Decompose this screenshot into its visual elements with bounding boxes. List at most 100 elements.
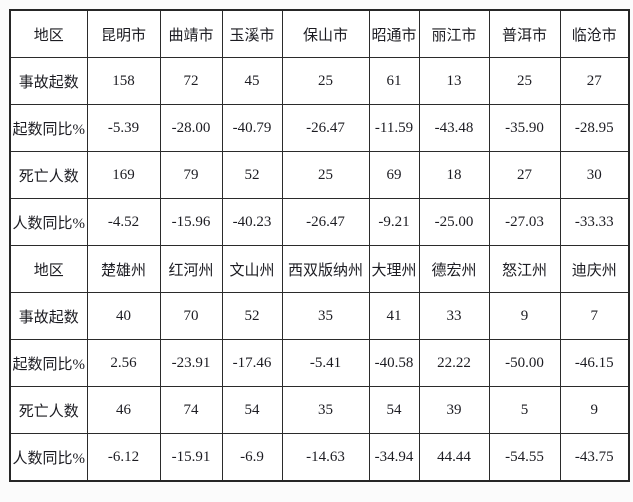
region-header-cell: 西双版纳州 xyxy=(281,245,370,293)
table-cell: -4.52 xyxy=(86,198,161,246)
region-header-cell: 丽江市 xyxy=(418,9,490,58)
table-cell: 41 xyxy=(368,292,420,340)
region-header-row-section1: 地区 昆明市 曲靖市 玉溪市 保山市 昭通市 丽江市 普洱市 临沧市 xyxy=(9,9,630,58)
deaths-yoy-row-section1: 人数同比% -4.52 -15.96 -40.23 -26.47 -9.21 -… xyxy=(9,198,630,246)
table-cell: 35 xyxy=(281,292,370,340)
table-cell: 25 xyxy=(281,151,370,199)
table-cell: 158 xyxy=(86,57,161,105)
row-label-accidents-yoy: 起数同比% xyxy=(9,339,88,387)
table-cell: -9.21 xyxy=(368,198,420,246)
table-cell: 61 xyxy=(368,57,420,105)
table-cell: 25 xyxy=(488,57,561,105)
table-cell: 169 xyxy=(86,151,161,199)
table-cell: 72 xyxy=(159,57,223,105)
region-header-row-section2: 地区 楚雄州 红河州 文山州 西双版纳州 大理州 德宏州 怒江州 迪庆州 xyxy=(9,245,630,293)
table-cell: 45 xyxy=(221,57,283,105)
region-header-cell: 迪庆州 xyxy=(559,245,630,293)
table-cell: 7 xyxy=(559,292,630,340)
table-cell: -34.94 xyxy=(368,433,420,482)
table-cell: 27 xyxy=(488,151,561,199)
table-cell: 54 xyxy=(368,386,420,434)
table-cell: -28.00 xyxy=(159,104,223,152)
region-header-cell: 怒江州 xyxy=(488,245,561,293)
region-header-cell: 德宏州 xyxy=(418,245,490,293)
deaths-row-section2: 死亡人数 46 74 54 35 54 39 5 9 xyxy=(9,386,630,434)
deaths-yoy-row-section2: 人数同比% -6.12 -15.91 -6.9 -14.63 -34.94 44… xyxy=(9,433,630,482)
table-cell: -17.46 xyxy=(221,339,283,387)
table-cell: 22.22 xyxy=(418,339,490,387)
table-cell: -54.55 xyxy=(488,433,561,482)
table-cell: -43.48 xyxy=(418,104,490,152)
row-label-deaths-yoy: 人数同比% xyxy=(9,198,88,246)
table-cell: -43.75 xyxy=(559,433,630,482)
table-cell: 74 xyxy=(159,386,223,434)
region-header-cell: 玉溪市 xyxy=(221,9,283,58)
table-cell: -11.59 xyxy=(368,104,420,152)
table-cell: 18 xyxy=(418,151,490,199)
table-cell: -5.39 xyxy=(86,104,161,152)
table-cell: 27 xyxy=(559,57,630,105)
table-cell: 2.56 xyxy=(86,339,161,387)
table-cell: -26.47 xyxy=(281,198,370,246)
table-cell: -5.41 xyxy=(281,339,370,387)
region-header-cell: 昆明市 xyxy=(86,9,161,58)
table-cell: -25.00 xyxy=(418,198,490,246)
table-cell: 35 xyxy=(281,386,370,434)
table-cell: -40.58 xyxy=(368,339,420,387)
region-header-cell: 大理州 xyxy=(368,245,420,293)
table-cell: 52 xyxy=(221,151,283,199)
table-cell: -26.47 xyxy=(281,104,370,152)
deaths-row-section1: 死亡人数 169 79 52 25 69 18 27 30 xyxy=(9,151,630,199)
table-cell: -33.33 xyxy=(559,198,630,246)
region-header-cell: 保山市 xyxy=(281,9,370,58)
table-cell: 25 xyxy=(281,57,370,105)
statistics-table-container: 地区 昆明市 曲靖市 玉溪市 保山市 昭通市 丽江市 普洱市 临沧市 事故起数 … xyxy=(9,9,630,482)
table-cell: 5 xyxy=(488,386,561,434)
table-cell: -40.79 xyxy=(221,104,283,152)
table-cell: -27.03 xyxy=(488,198,561,246)
region-header-cell: 临沧市 xyxy=(559,9,630,58)
row-label-region: 地区 xyxy=(9,9,88,58)
table-cell: 54 xyxy=(221,386,283,434)
table-cell: -14.63 xyxy=(281,433,370,482)
table-cell: -50.00 xyxy=(488,339,561,387)
accidents-yoy-row-section2: 起数同比% 2.56 -23.91 -17.46 -5.41 -40.58 22… xyxy=(9,339,630,387)
table-cell: 46 xyxy=(86,386,161,434)
table-cell: 52 xyxy=(221,292,283,340)
table-cell: 79 xyxy=(159,151,223,199)
region-header-cell: 楚雄州 xyxy=(86,245,161,293)
table-cell: 40 xyxy=(86,292,161,340)
region-header-cell: 文山州 xyxy=(221,245,283,293)
table-cell: -6.9 xyxy=(221,433,283,482)
accident-statistics-table: 地区 昆明市 曲靖市 玉溪市 保山市 昭通市 丽江市 普洱市 临沧市 事故起数 … xyxy=(9,9,630,482)
table-cell: -40.23 xyxy=(221,198,283,246)
table-cell: 33 xyxy=(418,292,490,340)
table-cell: 9 xyxy=(488,292,561,340)
table-cell: -6.12 xyxy=(86,433,161,482)
table-cell: 44.44 xyxy=(418,433,490,482)
accidents-row-section1: 事故起数 158 72 45 25 61 13 25 27 xyxy=(9,57,630,105)
table-cell: -35.90 xyxy=(488,104,561,152)
region-header-cell: 红河州 xyxy=(159,245,223,293)
table-cell: 69 xyxy=(368,151,420,199)
region-header-cell: 曲靖市 xyxy=(159,9,223,58)
table-cell: 30 xyxy=(559,151,630,199)
table-cell: 39 xyxy=(418,386,490,434)
row-label-accidents: 事故起数 xyxy=(9,57,88,105)
row-label-deaths: 死亡人数 xyxy=(9,151,88,199)
region-header-cell: 普洱市 xyxy=(488,9,561,58)
table-cell: 13 xyxy=(418,57,490,105)
table-cell: -28.95 xyxy=(559,104,630,152)
accidents-yoy-row-section1: 起数同比% -5.39 -28.00 -40.79 -26.47 -11.59 … xyxy=(9,104,630,152)
table-cell: 70 xyxy=(159,292,223,340)
row-label-deaths-yoy: 人数同比% xyxy=(9,433,88,482)
row-label-deaths: 死亡人数 xyxy=(9,386,88,434)
table-cell: -15.91 xyxy=(159,433,223,482)
table-cell: 9 xyxy=(559,386,630,434)
accidents-row-section2: 事故起数 40 70 52 35 41 33 9 7 xyxy=(9,292,630,340)
table-cell: -15.96 xyxy=(159,198,223,246)
row-label-accidents-yoy: 起数同比% xyxy=(9,104,88,152)
region-header-cell: 昭通市 xyxy=(368,9,420,58)
table-cell: -46.15 xyxy=(559,339,630,387)
row-label-accidents: 事故起数 xyxy=(9,292,88,340)
